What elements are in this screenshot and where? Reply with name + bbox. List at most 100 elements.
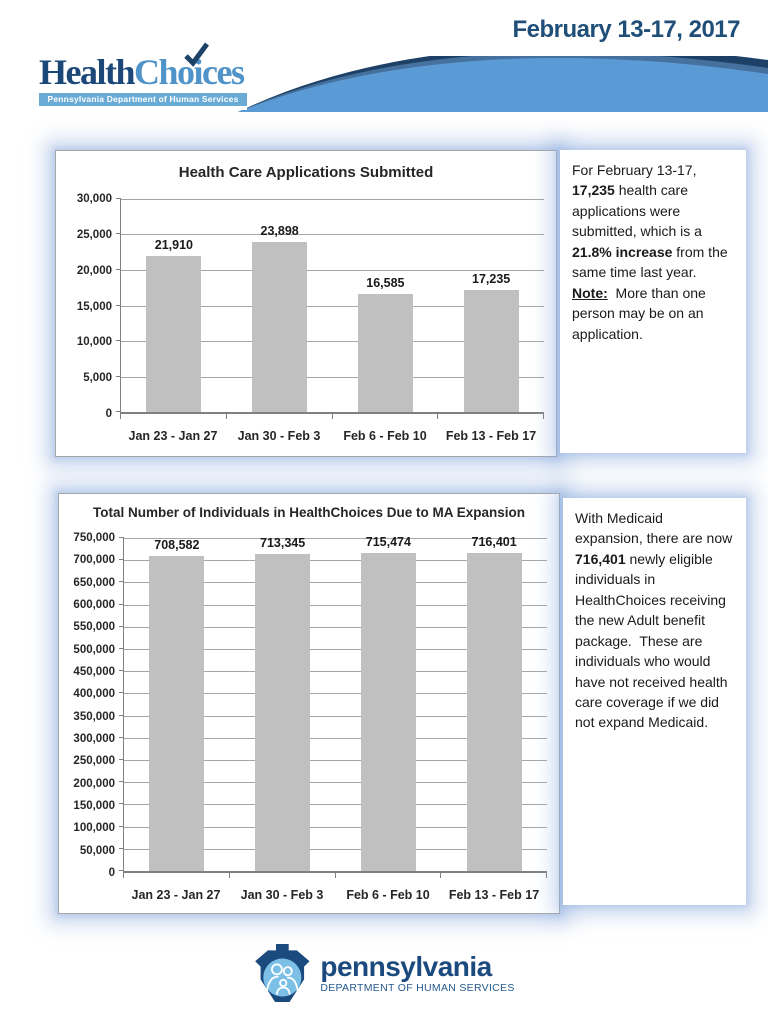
- bar-data-label: 713,345: [260, 536, 306, 551]
- x-tick-mark: [543, 414, 544, 419]
- expansion-chart-title: Total Number of Individuals in HealthCho…: [92, 505, 526, 520]
- bar-Feb 13 - Feb 17: 17,235: [463, 272, 519, 412]
- bar-slot: 716,401: [441, 535, 547, 871]
- bar-data-label: 715,474: [365, 535, 411, 550]
- y-tick-label: 300,000: [73, 733, 115, 745]
- expansion-note-text: With Medicaid expansion, there are now 7…: [563, 498, 746, 905]
- note-text-segment: health care applications were submitted,…: [572, 182, 706, 240]
- keystone-icon: [255, 944, 310, 1002]
- gridline: [124, 760, 547, 761]
- x-category-label: Feb 13 - Feb 17: [445, 429, 537, 443]
- x-tick-mark: [440, 873, 442, 878]
- note-text-segment: from the same time last year.: [572, 243, 732, 281]
- y-tick-label: 250,000: [73, 755, 115, 768]
- gridline: [121, 305, 544, 307]
- y-tick-mark: [119, 714, 124, 716]
- x-tick-mark: [225, 414, 227, 419]
- gridline: [121, 234, 544, 236]
- x-tick-mark: [334, 873, 336, 878]
- applications-chart-panel: Health Care Applications Submitted 30,00…: [55, 150, 557, 457]
- y-tick-label: 350,000: [73, 710, 115, 723]
- y-tick-label: 200,000: [73, 777, 115, 790]
- header-swoosh-graphic: [238, 56, 768, 112]
- expansion-y-axis: 750,000 700,000 650,000 600,000 550,000 500,0…: [69, 532, 123, 879]
- bar-data-label: 23,898: [260, 224, 299, 239]
- y-tick-label: 750,000: [73, 532, 115, 544]
- y-tick-mark: [119, 559, 124, 561]
- x-tick-mark: [437, 414, 439, 419]
- y-tick-mark: [116, 339, 121, 341]
- gridline: [124, 715, 547, 717]
- expansion-x-axis: Jan 23 - Jan 27 Jan 30 - Feb 3 Feb 6 - Feb…: [123, 888, 547, 902]
- x-category-label: Jan 30 - Feb 3: [240, 888, 324, 902]
- gridline: [124, 626, 547, 628]
- gridline: [124, 582, 547, 584]
- bar-series: 21,910 23,898 16,585 17,235: [121, 199, 544, 412]
- y-tick-mark: [119, 647, 124, 649]
- gridline: [124, 782, 547, 784]
- y-tick-mark: [119, 758, 124, 760]
- checkmark-icon: [184, 42, 209, 67]
- y-tick-mark: [119, 670, 124, 672]
- y-tick-label: 600,000: [73, 599, 115, 611]
- bar-data-label: 16,585: [366, 276, 405, 291]
- bar-slot: 713,345: [230, 536, 336, 871]
- y-tick-mark: [119, 625, 124, 627]
- bar-data-label: 17,235: [471, 271, 511, 286]
- gridline: [121, 269, 544, 271]
- bar-slot: 21,910: [121, 199, 227, 412]
- gridline: [124, 693, 547, 695]
- expansion-chart-panel: Total Number of Individuals in HealthCho…: [58, 493, 560, 914]
- x-category-label: Feb 6 - Feb 10: [343, 429, 427, 443]
- x-category-label: Feb 6 - Feb 10: [346, 888, 430, 902]
- y-tick-label: 20,000: [76, 264, 112, 277]
- y-tick-mark: [119, 537, 124, 538]
- gridline: [124, 649, 547, 650]
- bar-slot: 23,898: [227, 199, 333, 412]
- y-tick-label: 10,000: [76, 336, 112, 349]
- y-tick-mark: [119, 825, 124, 827]
- x-category-label: Jan 30 - Feb 3: [237, 429, 321, 443]
- gridline: [124, 671, 547, 673]
- footer-brand-subtitle: DEPARTMENT OF HUMAN SERVICES: [320, 981, 515, 994]
- report-date: February 13-17, 2017: [512, 16, 741, 43]
- y-tick-mark: [119, 803, 124, 805]
- gridline: [124, 848, 547, 850]
- y-tick-mark: [116, 375, 121, 377]
- y-tick-label: 500,000: [73, 643, 115, 656]
- note-text-segment: 17,235: [572, 182, 615, 199]
- bar-Jan 30 - Feb 3: 23,898: [252, 224, 308, 412]
- footer-brand-name: pennsylvania: [320, 950, 492, 982]
- x-tick-mark: [120, 414, 121, 419]
- y-tick-label: 100,000: [73, 822, 115, 835]
- expansion-plot: 708,582 713,345 715,474 716,401: [119, 535, 547, 878]
- y-tick-label: 550,000: [73, 621, 115, 634]
- gridline: [124, 560, 547, 562]
- footer-brand-block: pennsylvania DEPARTMENT OF HUMAN SERVICE…: [320, 950, 515, 994]
- y-tick-mark: [119, 692, 124, 694]
- bar-Feb 6 - Feb 10: 16,585: [357, 276, 413, 412]
- y-tick-mark: [116, 411, 121, 412]
- y-tick-mark: [119, 603, 124, 605]
- y-tick-mark: [119, 736, 124, 738]
- y-tick-mark: [116, 198, 121, 199]
- gridline: [124, 538, 547, 539]
- applications-y-axis: 30,000 25,000 20,000 15,000 10,000 5,000 0: [66, 193, 120, 420]
- gridline: [121, 340, 544, 342]
- healthchoices-logo-text: HealthChoices: [35, 42, 247, 92]
- pa-dhs-footer-logo: pennsylvania DEPARTMENT OF HUMAN SERVICE…: [253, 942, 514, 1004]
- y-tick-label: 0: [108, 867, 115, 879]
- bar-Feb 13 - Feb 17: 716,401: [466, 535, 522, 871]
- bar-slot: 708,582: [124, 538, 230, 871]
- note-text-segment: 716,401: [575, 550, 626, 567]
- gridline: [124, 804, 547, 806]
- x-category-label: Feb 13 - Feb 17: [448, 888, 540, 902]
- applications-chart-area: 30,000 25,000 20,000 15,000 10,000 5,000 0 21,…: [66, 193, 544, 420]
- bar-slot: 16,585: [333, 199, 439, 412]
- bar-Jan 23 - Jan 27: 708,582: [149, 538, 205, 871]
- note-text-segment: newly eligible individuals in HealthChoi…: [575, 550, 732, 731]
- x-tick-mark: [123, 873, 124, 878]
- applications-note-text: For February 13-17, 17,235 health care a…: [560, 150, 746, 453]
- healthchoices-logo: HealthChoices Pennsylvania Department of…: [35, 42, 247, 110]
- note-text-segment: More than one person may be on an applic…: [572, 284, 710, 342]
